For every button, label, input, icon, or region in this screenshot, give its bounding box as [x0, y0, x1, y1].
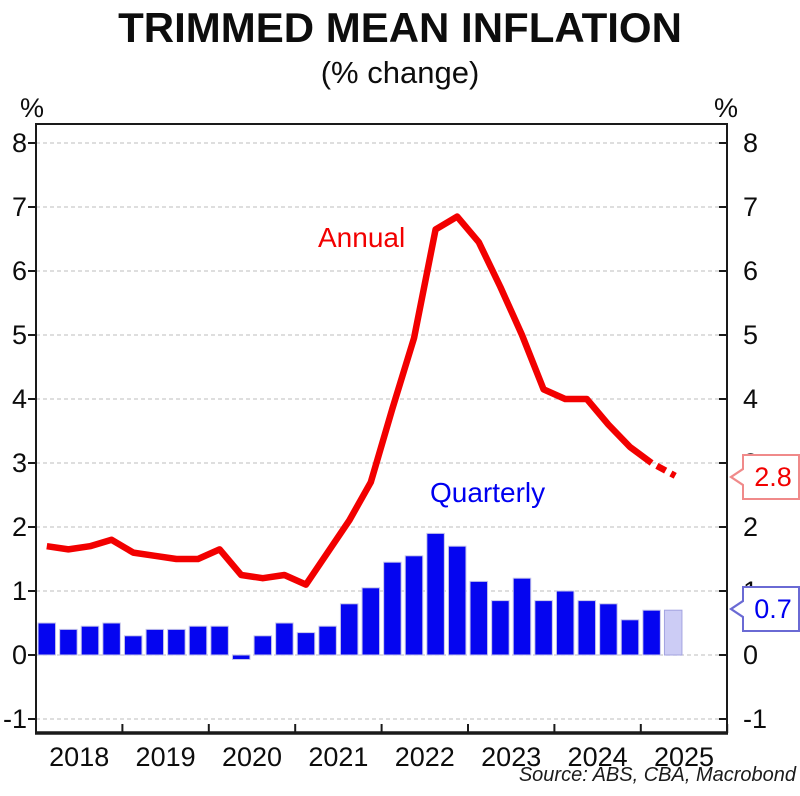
y-axis-tick-label-right: 8 [743, 128, 759, 158]
x-axis-year-label: 2019 [135, 742, 196, 772]
x-axis-year-label: 2022 [394, 742, 455, 772]
quarterly-bar [361, 587, 381, 656]
y-axis-tick-label-left: 4 [11, 384, 27, 414]
quarterly-bar [534, 600, 553, 656]
quarterly-bar [167, 628, 186, 656]
y-axis-tick-label-left: 3 [11, 448, 27, 478]
quarterly-bar [145, 628, 165, 656]
quarterly-bar [512, 577, 532, 656]
y-axis-tick-label-right: 6 [743, 256, 759, 286]
y-axis-tick-label-right: 7 [743, 192, 759, 222]
quarterly-bar [188, 625, 208, 656]
y-axis-tick-label-right: 2 [743, 512, 759, 542]
y-axis-tick-label-right: 5 [743, 320, 759, 350]
y-axis-tick-label-right: 4 [743, 384, 759, 414]
quarterly-bar [123, 635, 143, 656]
quarterly-bar [339, 603, 359, 656]
y-axis-tick-label-left: 0 [11, 640, 27, 670]
y-axis-unit-right: % [713, 93, 738, 123]
quarterly-bar [383, 561, 402, 656]
quarterly-bar [555, 590, 575, 656]
quarterly-bar [231, 654, 251, 660]
quarterly-bar [59, 628, 78, 656]
quarterly-bar [37, 622, 57, 656]
x-axis-year-label: 2025 [653, 742, 715, 772]
y-axis-tick-label-left: 2 [11, 512, 27, 542]
source-attribution: Source: ABS, CBA, Macrobond [518, 764, 796, 786]
quarterly-bar-forecast [663, 609, 683, 656]
y-axis-tick-label-left: -1 [2, 704, 27, 734]
quarterly-bar [80, 625, 100, 656]
quarterly-bar [577, 600, 597, 656]
y-axis-tick-label-right: -1 [743, 704, 768, 734]
quarterly-bar [491, 600, 510, 656]
quarterly-bar [620, 619, 640, 656]
y-axis-tick-label-left: 6 [11, 256, 27, 286]
quarterly-bar [102, 622, 121, 656]
y-axis-tick-label-left: 5 [11, 320, 27, 350]
y-axis-tick-label-left: 8 [11, 128, 27, 158]
quarterly-bar [447, 545, 467, 656]
chart-title: TRIMMED MEAN INFLATION [118, 4, 682, 51]
annual-line-forecast-dashed [650, 460, 677, 479]
quarterly-bar [296, 632, 316, 656]
annual-forecast-callout: 2.8 [742, 454, 800, 500]
x-axis-year-label: 2021 [308, 742, 369, 772]
quarterly-bar [642, 609, 661, 656]
annual-series-label: Annual [318, 222, 406, 253]
x-axis-year-label: 2024 [567, 742, 628, 772]
quarterly-bar [275, 622, 294, 656]
x-axis-year-label: 2020 [221, 742, 283, 772]
y-axis-tick-label-right: 0 [743, 640, 759, 670]
x-axis-year-label: 2018 [49, 742, 110, 772]
y-axis-tick-label-left: 7 [11, 192, 27, 222]
quarterly-bar [426, 532, 445, 656]
x-axis-year-label: 2023 [481, 742, 542, 772]
quarterly-series-label: Quarterly [430, 477, 546, 508]
quarterly-bar [469, 580, 489, 656]
quarterly-bar [599, 603, 618, 656]
chart-subtitle: (% change) [320, 55, 480, 90]
y-axis-tick-label-left: 1 [11, 576, 27, 606]
annual-line [46, 213, 654, 588]
quarterly-bar [253, 635, 273, 656]
quarterly-forecast-callout: 0.7 [742, 586, 800, 632]
quarterly-bar [210, 625, 229, 656]
quarterly-bar [404, 555, 424, 656]
y-axis-unit-left: % [20, 93, 45, 123]
quarterly-bar [318, 625, 337, 656]
